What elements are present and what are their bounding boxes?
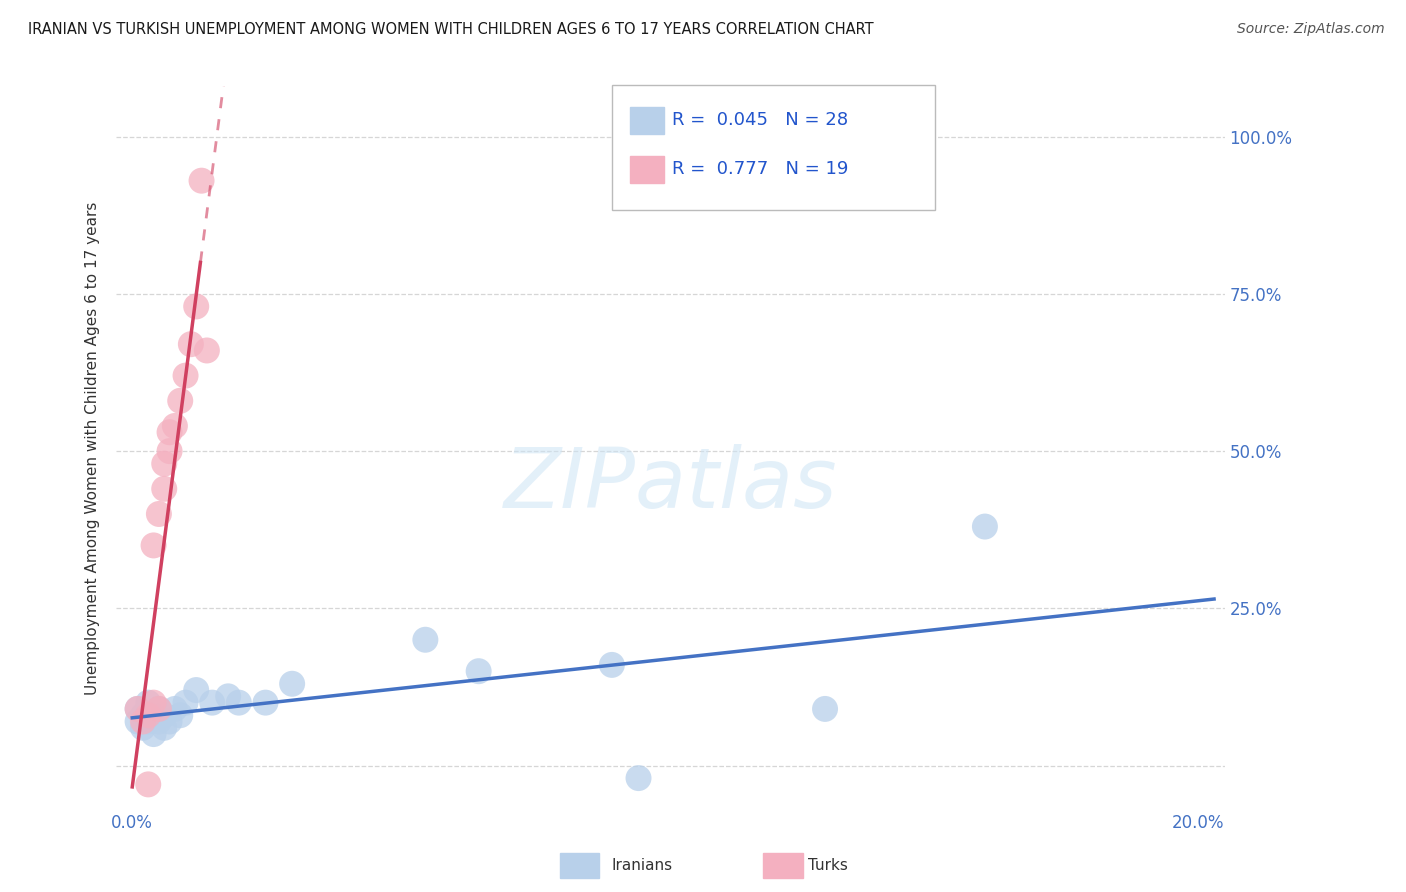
Point — [148, 702, 170, 716]
Y-axis label: Unemployment Among Women with Children Ages 6 to 17 years: Unemployment Among Women with Children A… — [86, 202, 100, 695]
Point — [132, 714, 155, 729]
Point — [153, 721, 176, 735]
Point — [415, 632, 437, 647]
Point — [281, 677, 304, 691]
Point — [186, 300, 208, 314]
Point — [159, 425, 181, 440]
Text: IRANIAN VS TURKISH UNEMPLOYMENT AMONG WOMEN WITH CHILDREN AGES 6 TO 17 YEARS COR: IRANIAN VS TURKISH UNEMPLOYMENT AMONG WO… — [28, 22, 873, 37]
Point — [142, 696, 165, 710]
Text: Iranians: Iranians — [612, 858, 672, 872]
Point — [228, 696, 250, 710]
Text: R =  0.045   N = 28: R = 0.045 N = 28 — [672, 112, 848, 129]
Point — [974, 519, 997, 533]
Point — [136, 714, 159, 729]
Point — [132, 708, 155, 723]
Point — [136, 696, 159, 710]
Point — [195, 343, 218, 358]
Text: Turks: Turks — [808, 858, 848, 872]
Point — [174, 368, 197, 383]
Text: R =  0.777   N = 19: R = 0.777 N = 19 — [672, 161, 848, 178]
Point — [148, 702, 170, 716]
Point — [153, 482, 176, 496]
Point — [136, 708, 159, 723]
Point — [186, 683, 208, 698]
Point — [180, 337, 202, 351]
Text: ZIPatlas: ZIPatlas — [503, 443, 838, 524]
Point — [142, 538, 165, 552]
Point — [600, 657, 623, 672]
Point — [127, 702, 149, 716]
Point — [190, 174, 212, 188]
Point — [132, 721, 155, 735]
Point — [467, 664, 489, 678]
Point — [254, 696, 277, 710]
Point — [201, 696, 224, 710]
Point — [136, 777, 159, 791]
Point — [159, 444, 181, 458]
Point — [153, 457, 176, 471]
Point — [127, 714, 149, 729]
Point — [814, 702, 837, 716]
Point — [148, 507, 170, 521]
Point — [159, 714, 181, 729]
Text: Source: ZipAtlas.com: Source: ZipAtlas.com — [1237, 22, 1385, 37]
Point — [163, 702, 186, 716]
Point — [153, 708, 176, 723]
Point — [174, 696, 197, 710]
Point — [169, 708, 191, 723]
Point — [163, 419, 186, 434]
Point — [142, 727, 165, 741]
Point — [217, 690, 239, 704]
Point — [127, 702, 149, 716]
Point — [148, 714, 170, 729]
Point — [169, 393, 191, 408]
Point — [142, 708, 165, 723]
Point — [627, 771, 650, 785]
